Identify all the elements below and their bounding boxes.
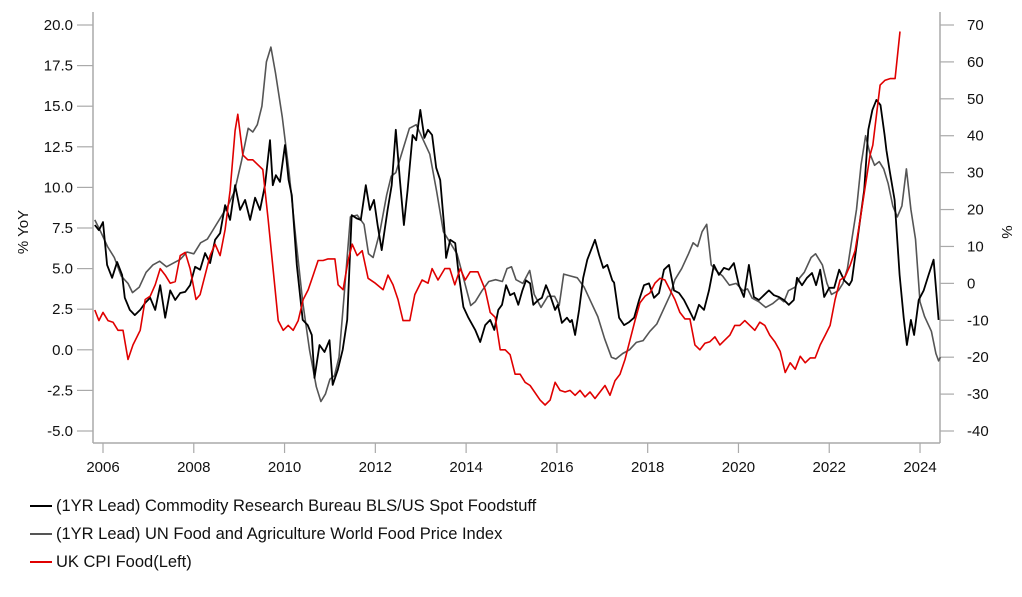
right-axis-title: %	[998, 225, 1015, 238]
left-tick-label: 12.5	[44, 139, 73, 156]
x-tick-label: 2008	[177, 459, 210, 476]
left-tick-label: 5.0	[52, 261, 73, 278]
right-ticks: 70 60 50 40 30 20 10 0 -10 -20 -30 -40	[940, 17, 989, 440]
left-tick-label: 20.0	[44, 17, 73, 34]
axes: % YoY %	[15, 12, 1015, 444]
legend-label-fao: (1YR Lead) UN Food and Agriculture World…	[56, 524, 503, 543]
left-ticks: 20.0 17.5 15.0 12.5 10.0 7.5 5.0 2.5 0.0 -2.5 -5.0	[44, 17, 93, 440]
legend-label-uk-cpi: UK CPI Food(Left)	[56, 552, 192, 571]
series-group	[94, 31, 942, 406]
right-tick-label: 20	[967, 202, 984, 219]
left-tick-label: 17.5	[44, 58, 73, 75]
left-tick-label: 15.0	[44, 98, 73, 115]
legend: (1YR Lead) Commodity Research Bureau BLS…	[30, 492, 536, 576]
right-tick-label: 40	[967, 128, 984, 145]
right-tick-label: -30	[967, 386, 989, 403]
x-tick-label: 2006	[86, 459, 119, 476]
right-tick-label: 70	[967, 17, 984, 34]
legend-item-crb: (1YR Lead) Commodity Research Bureau BLS…	[30, 492, 536, 520]
series-line-crb	[94, 99, 940, 386]
left-tick-label: -5.0	[47, 423, 73, 440]
right-tick-label: -20	[967, 349, 989, 366]
x-tick-label: 2022	[813, 459, 846, 476]
right-tick-label: 10	[967, 238, 984, 255]
x-ticks: 2006 2008 2010 2012 2014 2016 2018 2020 2022 2024	[86, 443, 937, 476]
right-tick-label: 30	[967, 165, 984, 182]
series-line-fao	[94, 46, 942, 403]
series-line-uk-cpi-food	[94, 31, 901, 406]
left-tick-label: 7.5	[52, 220, 73, 237]
legend-item-fao: (1YR Lead) UN Food and Agriculture World…	[30, 520, 536, 548]
x-tick-label: 2014	[449, 459, 482, 476]
right-tick-label: 60	[967, 54, 984, 71]
x-tick-label: 2016	[540, 459, 573, 476]
legend-label-crb: (1YR Lead) Commodity Research Bureau BLS…	[56, 496, 537, 515]
x-tick-label: 2012	[359, 459, 392, 476]
right-tick-label: -40	[967, 423, 989, 440]
left-tick-label: -2.5	[47, 382, 73, 399]
right-tick-label: 0	[967, 275, 975, 292]
left-tick-label: 2.5	[52, 301, 73, 318]
left-axis-title: % YoY	[15, 210, 32, 254]
x-tick-label: 2020	[722, 459, 755, 476]
right-tick-label: 50	[967, 91, 984, 108]
right-tick-label: -10	[967, 312, 989, 329]
x-tick-label: 2010	[268, 459, 301, 476]
x-tick-label: 2024	[903, 459, 936, 476]
left-tick-label: 0.0	[52, 342, 73, 359]
legend-item-uk-cpi: UK CPI Food(Left)	[30, 548, 536, 576]
left-tick-label: 10.0	[44, 179, 73, 196]
legend-swatch-fao	[30, 533, 52, 535]
legend-swatch-uk-cpi	[30, 561, 52, 563]
legend-swatch-crb	[30, 505, 52, 507]
x-tick-label: 2018	[631, 459, 664, 476]
